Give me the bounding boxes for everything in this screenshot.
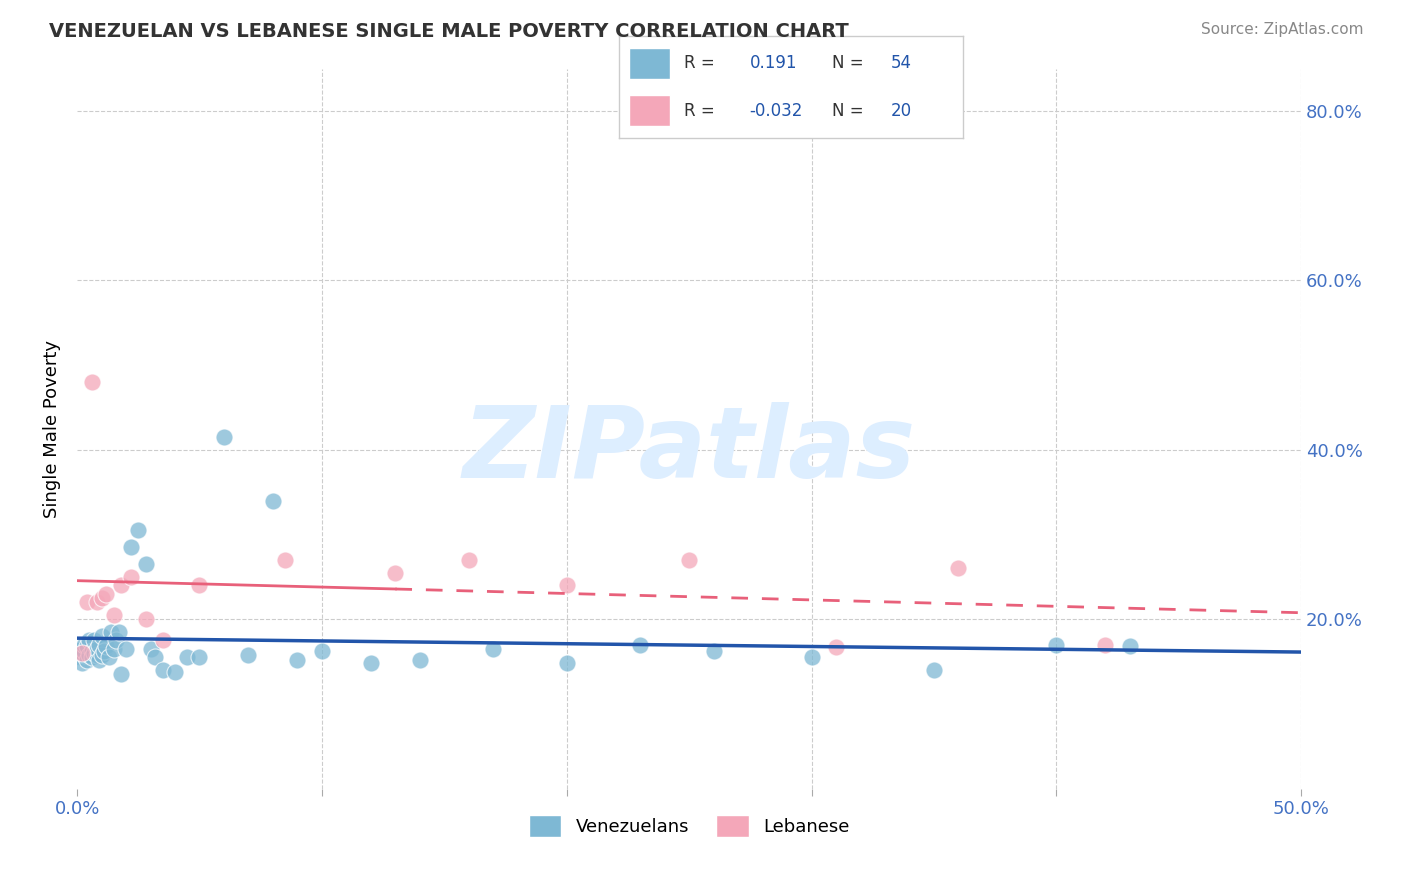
Point xyxy=(70,646,93,660)
Point xyxy=(70,656,93,670)
Point xyxy=(110,667,132,681)
Point xyxy=(80,644,103,658)
Legend: Venezuelans, Lebanese: Venezuelans, Lebanese xyxy=(522,808,856,845)
Point xyxy=(90,591,112,605)
Point xyxy=(86,595,108,609)
Point xyxy=(83,633,105,648)
Point xyxy=(482,641,505,656)
Text: ZIPatlas: ZIPatlas xyxy=(463,401,915,499)
Point xyxy=(409,653,432,667)
Point xyxy=(90,648,112,662)
Text: N =: N = xyxy=(832,102,863,120)
Point xyxy=(188,650,211,665)
Point xyxy=(107,624,129,639)
Point xyxy=(73,648,96,662)
Point xyxy=(76,653,98,667)
Point xyxy=(628,638,651,652)
Point xyxy=(96,639,118,653)
Point xyxy=(287,653,309,667)
Point xyxy=(76,595,98,609)
Point xyxy=(69,646,91,660)
Point xyxy=(135,557,157,571)
Text: R =: R = xyxy=(685,102,714,120)
Point xyxy=(274,553,297,567)
Point xyxy=(115,641,138,656)
Point xyxy=(1045,638,1067,652)
Point xyxy=(152,633,174,648)
Point xyxy=(457,553,479,567)
Y-axis label: Single Male Poverty: Single Male Poverty xyxy=(44,340,60,517)
Point xyxy=(163,665,186,679)
Point xyxy=(89,638,111,652)
Point xyxy=(120,570,142,584)
Point xyxy=(145,650,167,665)
Bar xyxy=(628,48,671,78)
Point xyxy=(80,650,103,665)
Point xyxy=(678,553,700,567)
Point xyxy=(360,656,382,670)
Point xyxy=(86,641,108,656)
Point xyxy=(93,644,115,658)
Point xyxy=(70,641,93,656)
Point xyxy=(127,523,149,537)
Point xyxy=(311,644,333,658)
Point xyxy=(73,638,96,652)
Point xyxy=(384,566,406,580)
Point xyxy=(100,624,122,639)
Text: VENEZUELAN VS LEBANESE SINGLE MALE POVERTY CORRELATION CHART: VENEZUELAN VS LEBANESE SINGLE MALE POVER… xyxy=(49,22,849,41)
Point xyxy=(103,607,125,622)
Text: Source: ZipAtlas.com: Source: ZipAtlas.com xyxy=(1201,22,1364,37)
Point xyxy=(135,612,157,626)
Point xyxy=(97,650,120,665)
Text: 54: 54 xyxy=(891,54,911,72)
Point xyxy=(1094,638,1116,652)
Point xyxy=(948,561,970,575)
Text: -0.032: -0.032 xyxy=(749,102,803,120)
Point xyxy=(1119,639,1142,653)
Point xyxy=(103,641,125,656)
Point xyxy=(139,641,162,656)
Point xyxy=(555,656,578,670)
Point xyxy=(90,629,112,643)
Point xyxy=(152,663,174,677)
Text: R =: R = xyxy=(685,54,714,72)
Point xyxy=(120,540,142,554)
Point xyxy=(188,578,211,592)
Point xyxy=(76,639,98,653)
Point xyxy=(703,644,725,658)
Text: 20: 20 xyxy=(891,102,912,120)
Point xyxy=(238,648,260,662)
Point xyxy=(105,633,128,648)
Point xyxy=(79,633,101,648)
Point xyxy=(86,648,108,662)
Point xyxy=(212,430,235,444)
Point xyxy=(262,493,284,508)
Point xyxy=(79,648,101,662)
Point xyxy=(825,640,848,654)
Point xyxy=(176,650,198,665)
Bar xyxy=(628,95,671,126)
Text: N =: N = xyxy=(832,54,863,72)
Point xyxy=(800,650,823,665)
Point xyxy=(96,587,118,601)
Point xyxy=(922,663,945,677)
Point xyxy=(110,578,132,592)
Point xyxy=(555,578,578,592)
Text: 0.191: 0.191 xyxy=(749,54,797,72)
Point xyxy=(80,375,103,389)
Point xyxy=(83,646,105,660)
Point xyxy=(69,650,91,665)
Point xyxy=(89,653,111,667)
Point xyxy=(73,644,96,658)
